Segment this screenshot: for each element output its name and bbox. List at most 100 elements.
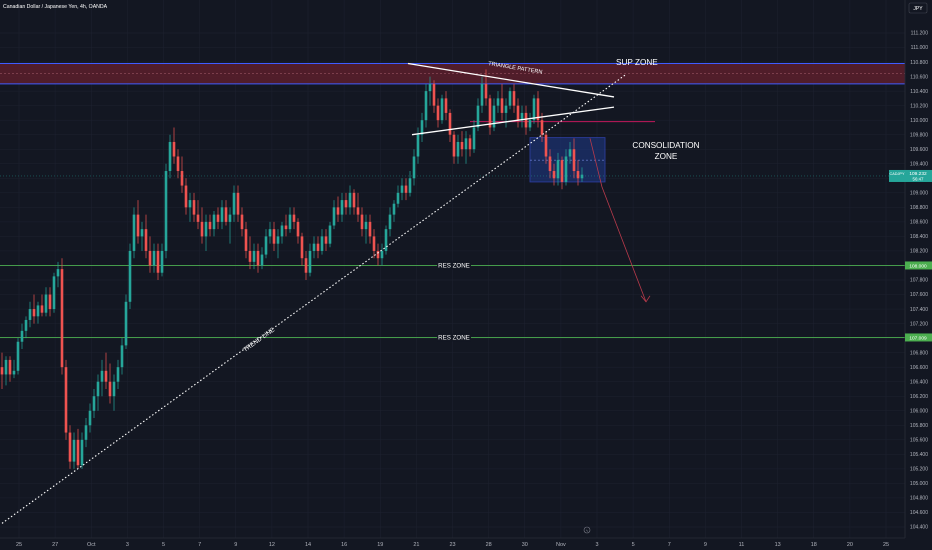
res-zone-label-bg xyxy=(437,261,471,270)
y-tick-label: 107.600 xyxy=(910,292,928,298)
res-price-box xyxy=(905,261,932,270)
candle-body xyxy=(320,236,324,251)
x-tick-label: 3 xyxy=(595,542,598,548)
x-tick-label: 3 xyxy=(126,542,129,548)
candle-body xyxy=(368,221,372,237)
candle-body xyxy=(580,174,584,179)
triangle-lower-line xyxy=(411,106,615,136)
candle-body xyxy=(312,243,316,251)
x-tick-label: 5 xyxy=(162,542,165,548)
candle-body xyxy=(344,200,348,208)
candle-body xyxy=(76,439,80,466)
candle-body xyxy=(560,160,564,182)
price-symbol-box xyxy=(889,169,905,182)
lightning-glyph: ϟ xyxy=(586,528,589,533)
x-tick-label: 25 xyxy=(16,542,22,548)
y-tick-label: 104.800 xyxy=(910,496,928,502)
time-axis-background[interactable] xyxy=(0,538,905,550)
candle-body xyxy=(172,141,176,157)
x-tick-label: 14 xyxy=(305,542,311,548)
candle-body xyxy=(468,138,472,150)
candle-body xyxy=(364,221,368,230)
x-tick-label: 19 xyxy=(377,542,383,548)
candle-body xyxy=(16,341,20,371)
candle-body xyxy=(400,185,404,193)
candle-body xyxy=(296,221,300,237)
y-tick-label: 111.000 xyxy=(911,45,929,51)
y-tick-label: 104.600 xyxy=(910,510,928,516)
candle-body xyxy=(72,439,76,462)
candle-body xyxy=(452,134,456,157)
candle-body xyxy=(164,171,168,251)
x-tick-label: 7 xyxy=(198,542,201,548)
candle-body xyxy=(176,156,180,172)
candle-body xyxy=(304,258,308,273)
candle-body xyxy=(36,305,40,317)
currency-box[interactable] xyxy=(908,2,928,14)
candle-body xyxy=(504,105,508,113)
candle-body xyxy=(52,276,56,310)
y-tick-label: 110.400 xyxy=(910,89,928,95)
candle-body xyxy=(476,105,480,128)
candle-body xyxy=(56,269,60,277)
price-axis-background[interactable] xyxy=(905,0,932,550)
candle-body xyxy=(60,269,64,368)
candle-body xyxy=(556,160,560,179)
x-tick-label: 11 xyxy=(739,542,745,548)
consolidation-zone-label: CONSOLIDATION xyxy=(632,141,699,150)
candle-body xyxy=(528,120,532,128)
candle-body xyxy=(40,305,44,313)
candle-body xyxy=(4,359,8,375)
price-axis: 104.400 104.600 104.800 105.000 105.200 105.4… xyxy=(910,31,928,531)
forecast-arrow-head xyxy=(640,295,651,303)
candle-body xyxy=(424,91,428,121)
candle-body xyxy=(520,112,524,121)
x-tick-label: 21 xyxy=(413,542,419,548)
candle-body xyxy=(420,120,424,135)
candle-body xyxy=(0,367,4,375)
candle-body xyxy=(496,98,500,106)
y-tick-label: 106.000 xyxy=(910,408,928,414)
candle-body xyxy=(336,207,340,215)
candle-body xyxy=(464,138,468,150)
y-tick-label: 104.400 xyxy=(910,525,928,531)
candle-body xyxy=(216,214,220,222)
candle-body xyxy=(348,192,352,208)
x-tick-label: Nov xyxy=(556,542,566,548)
candle-body xyxy=(252,250,256,262)
candle-body xyxy=(392,203,396,215)
x-tick-label: Oct xyxy=(87,542,96,548)
y-tick-label: 106.200 xyxy=(910,394,928,400)
y-tick-label: 109.000 xyxy=(910,191,928,197)
candle-body xyxy=(384,229,388,251)
consolidation-zone-label-line2: ZONE xyxy=(655,152,678,161)
candle-body xyxy=(568,149,572,157)
candle-body xyxy=(488,98,492,128)
candle-body xyxy=(356,207,360,215)
candle-body xyxy=(64,367,68,433)
candle-body xyxy=(532,98,536,121)
candle-body xyxy=(416,134,420,157)
candle-body xyxy=(96,381,100,397)
y-tick-label: 108.600 xyxy=(910,220,928,226)
x-tick-label: 16 xyxy=(341,542,347,548)
lightning-icon[interactable] xyxy=(583,526,591,534)
candle-body xyxy=(104,370,108,382)
candle-body xyxy=(12,370,16,375)
candle-body xyxy=(268,229,272,237)
candle-body xyxy=(328,225,332,244)
candle-body xyxy=(492,105,496,128)
x-tick-label: 9 xyxy=(704,542,707,548)
candle-body xyxy=(8,359,12,375)
y-tick-label: 111.200 xyxy=(911,31,929,37)
x-tick-label: 13 xyxy=(775,542,781,548)
y-tick-label: 110.200 xyxy=(910,103,928,109)
candle-body xyxy=(160,250,164,273)
candle-body xyxy=(136,214,140,237)
candle-body xyxy=(208,221,212,230)
candle-body xyxy=(292,214,296,222)
y-tick-label: 109.800 xyxy=(910,132,928,138)
candle-body xyxy=(540,120,544,135)
